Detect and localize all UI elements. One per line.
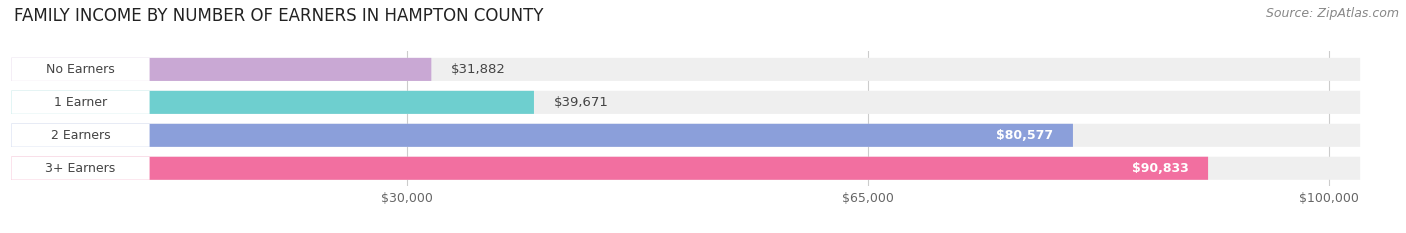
FancyBboxPatch shape [11, 124, 1360, 147]
Text: $39,671: $39,671 [554, 96, 609, 109]
FancyBboxPatch shape [11, 124, 149, 147]
FancyBboxPatch shape [11, 91, 1360, 114]
Text: Source: ZipAtlas.com: Source: ZipAtlas.com [1265, 7, 1399, 20]
FancyBboxPatch shape [11, 157, 1360, 180]
FancyBboxPatch shape [11, 124, 1073, 147]
FancyBboxPatch shape [11, 157, 1208, 180]
Text: 1 Earner: 1 Earner [53, 96, 107, 109]
FancyBboxPatch shape [11, 91, 534, 114]
FancyBboxPatch shape [11, 157, 149, 180]
FancyBboxPatch shape [11, 91, 149, 114]
Text: 3+ Earners: 3+ Earners [45, 162, 115, 175]
Text: FAMILY INCOME BY NUMBER OF EARNERS IN HAMPTON COUNTY: FAMILY INCOME BY NUMBER OF EARNERS IN HA… [14, 7, 544, 25]
FancyBboxPatch shape [11, 58, 432, 81]
FancyBboxPatch shape [11, 58, 149, 81]
FancyBboxPatch shape [11, 58, 1360, 81]
Text: $80,577: $80,577 [995, 129, 1053, 142]
Text: $31,882: $31,882 [451, 63, 506, 76]
Text: 2 Earners: 2 Earners [51, 129, 110, 142]
Text: No Earners: No Earners [46, 63, 115, 76]
Text: $90,833: $90,833 [1132, 162, 1188, 175]
